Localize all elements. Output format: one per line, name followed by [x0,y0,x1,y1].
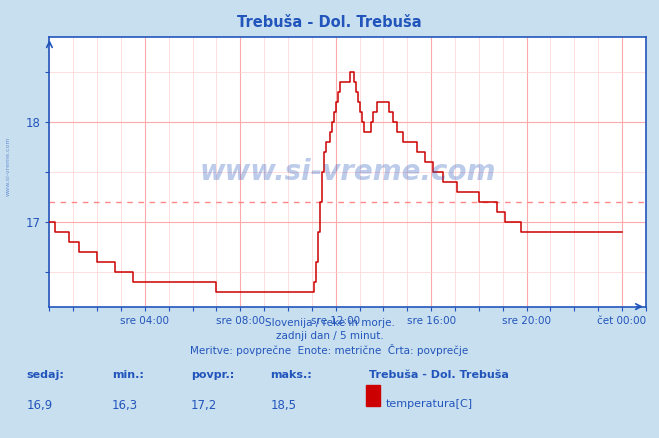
Text: 18,5: 18,5 [270,399,296,412]
Text: min.:: min.: [112,370,144,380]
Text: Trebuša - Dol. Trebuša: Trebuša - Dol. Trebuša [369,370,509,380]
Text: sedaj:: sedaj: [26,370,64,380]
Text: 16,3: 16,3 [112,399,138,412]
Text: povpr.:: povpr.: [191,370,235,380]
Text: temperatura[C]: temperatura[C] [386,399,473,409]
Text: www.si-vreme.com: www.si-vreme.com [200,158,496,186]
Text: Meritve: povprečne  Enote: metrične  Črta: povprečje: Meritve: povprečne Enote: metrične Črta:… [190,344,469,356]
Text: maks.:: maks.: [270,370,312,380]
Text: Slovenija / reke in morje.: Slovenija / reke in morje. [264,318,395,328]
Text: Trebuša - Dol. Trebuša: Trebuša - Dol. Trebuša [237,15,422,30]
Text: www.si-vreme.com: www.si-vreme.com [5,137,11,196]
Text: 16,9: 16,9 [26,399,53,412]
Text: zadnji dan / 5 minut.: zadnji dan / 5 minut. [275,331,384,341]
Text: 17,2: 17,2 [191,399,217,412]
